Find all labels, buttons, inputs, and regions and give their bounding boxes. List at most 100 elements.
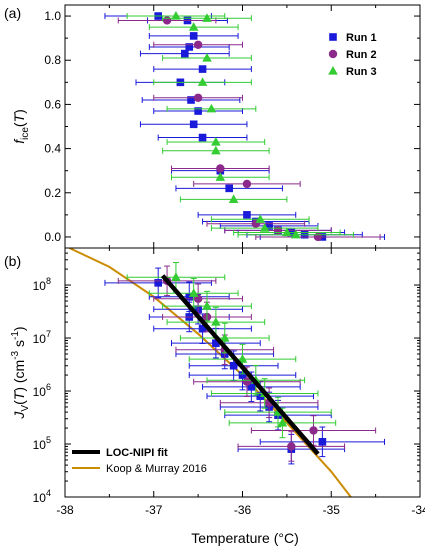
x-tick-label: -34 xyxy=(411,503,425,517)
y-axis-title: fice(T) xyxy=(11,109,31,144)
y-tick-label: 107 xyxy=(33,329,51,346)
data-point xyxy=(256,392,265,400)
series-run-3 xyxy=(126,11,354,239)
x-tick-label: -35 xyxy=(323,503,341,517)
series-run-2 xyxy=(117,16,381,242)
legend-label: Run 3 xyxy=(346,66,377,78)
y-tick-exponent: 7 xyxy=(46,329,51,339)
y-axis-title-part: ( xyxy=(11,122,27,127)
data-point xyxy=(206,103,217,113)
y-axis-title-part: ice xyxy=(20,127,31,140)
data-point xyxy=(211,136,221,146)
data-point xyxy=(282,227,292,237)
y-axis-title-part: f xyxy=(11,138,27,144)
data-point xyxy=(188,288,199,297)
series-run-1 xyxy=(104,12,385,241)
data-point xyxy=(215,172,226,181)
y-axis-title-part: -1 xyxy=(10,331,21,340)
data-point xyxy=(187,96,195,104)
data-point xyxy=(255,214,266,223)
data-point xyxy=(290,229,301,239)
y-tick-label: 0.6 xyxy=(44,97,61,111)
y-axis-title-part: -3 xyxy=(10,350,21,359)
legend-label: LOC-NIPI fit xyxy=(106,447,168,459)
y-tick-label: 0.4 xyxy=(44,142,61,156)
data-point xyxy=(219,333,230,342)
y-tick-label: 0.8 xyxy=(44,53,61,67)
legend-label: Koop & Murray 2016 xyxy=(106,463,207,475)
data-point xyxy=(202,301,212,310)
y-tick-label: 0.2 xyxy=(44,186,61,200)
loc-nipi-fit-line xyxy=(160,274,320,456)
data-point xyxy=(185,43,194,51)
x-tick-label: -37 xyxy=(145,503,163,517)
data-point xyxy=(171,272,181,281)
data-point xyxy=(318,438,327,446)
y-tick-label: 105 xyxy=(33,435,51,452)
data-point xyxy=(211,145,221,155)
data-point xyxy=(229,361,238,370)
y-axis-title-part: ) xyxy=(11,109,27,114)
data-point xyxy=(216,164,225,173)
y-axis-title: JV(T) (cm-3 s-1) xyxy=(10,326,31,419)
y-tick-label: 104 xyxy=(33,488,51,505)
legend-label: Run 1 xyxy=(346,32,377,44)
y-tick-exponent: 8 xyxy=(46,276,51,286)
data-point xyxy=(162,16,172,25)
data-point xyxy=(181,49,189,58)
series-run-2 xyxy=(117,265,377,462)
data-point xyxy=(247,383,256,391)
y-axis-title-part: ) xyxy=(11,326,27,331)
data-point xyxy=(228,194,239,203)
y-tick-label: 0.0 xyxy=(44,230,61,244)
data-point xyxy=(198,324,207,333)
data-point xyxy=(313,232,323,242)
x-axis-title: Temperature (°C) xyxy=(191,530,299,546)
y-axis-title-part: T xyxy=(11,390,27,400)
y-tick-exponent: 5 xyxy=(46,435,51,445)
y-axis-title-part: (T) (cm xyxy=(11,360,27,405)
y-axis-title-part: ) (cm xyxy=(11,360,27,392)
data-point xyxy=(202,13,212,22)
y-tick-exponent: 6 xyxy=(46,382,51,392)
y-axis-title-part: V xyxy=(20,405,31,412)
data-point xyxy=(198,65,207,73)
data-point xyxy=(212,339,220,347)
y-axis-title-part: s xyxy=(11,340,27,351)
y-tick-label: 106 xyxy=(33,382,51,399)
y-tick-label: 1.0 xyxy=(44,9,61,23)
data-point xyxy=(189,32,198,40)
y-tick-label: 108 xyxy=(33,276,51,293)
data-point xyxy=(211,317,221,326)
legend-label: Run 2 xyxy=(346,49,377,61)
data-point xyxy=(287,442,296,451)
y-tick-exponent: 4 xyxy=(46,488,51,498)
data-point xyxy=(188,22,199,31)
data-point xyxy=(259,223,270,232)
koop-murray-curve xyxy=(68,248,352,497)
legend: LOC-NIPI fit Koop & Murray 2016 xyxy=(72,447,207,475)
data-point xyxy=(198,133,207,142)
data-point xyxy=(277,417,288,427)
data-point xyxy=(194,107,202,115)
data-point xyxy=(171,11,181,20)
legend-marker xyxy=(328,66,338,75)
data-point xyxy=(242,179,252,189)
data-point xyxy=(225,184,233,193)
x-tick-label: -38 xyxy=(56,503,74,517)
data-point xyxy=(238,371,247,379)
y-axis-title-part: ( xyxy=(11,400,27,405)
data-point xyxy=(242,377,252,386)
data-point xyxy=(189,120,198,129)
data-point xyxy=(154,279,162,287)
panel-label: (b) xyxy=(4,253,21,269)
series-run-1 xyxy=(104,267,385,465)
panel-b: 104 105 106 107 108 -38 -37 -3 6 -35 -34 (b) JV(T) (… xyxy=(4,247,425,517)
legend-marker xyxy=(328,49,338,59)
data-point xyxy=(273,226,283,235)
legend: Run 1 Run 2 Run 3 xyxy=(328,32,377,78)
panel-label: (a) xyxy=(4,5,21,21)
data-point xyxy=(193,40,203,49)
